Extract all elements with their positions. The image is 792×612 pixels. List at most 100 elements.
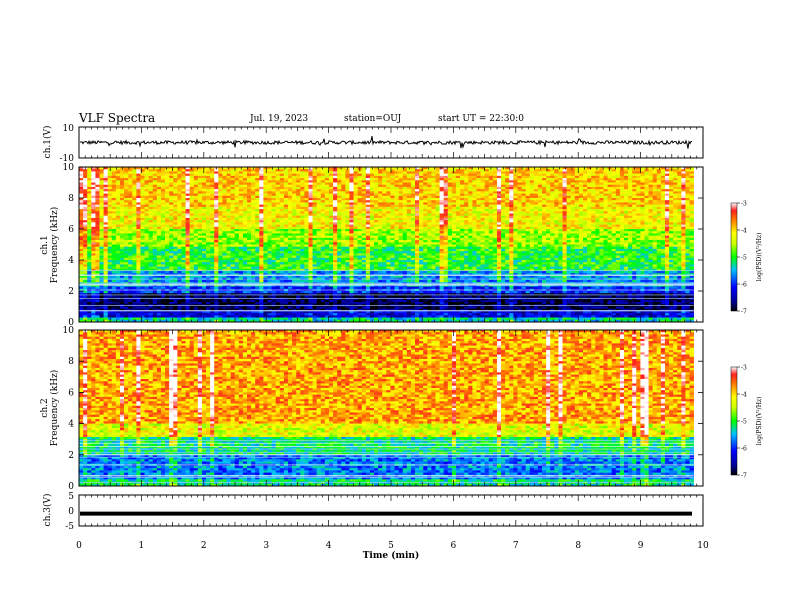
ch1-spectrogram-cell — [107, 184, 113, 188]
ch1-spectrogram-cell — [435, 200, 440, 203]
ch1-spectrogram-cell — [177, 231, 182, 234]
ch1-spectrogram-cell — [574, 211, 580, 214]
ch1-spectrogram-cell — [234, 237, 240, 241]
ch1-spectrogram-cell — [181, 222, 186, 225]
ch1-spectrogram-cell — [230, 200, 236, 203]
ch1-spectrogram-cell — [234, 175, 240, 179]
ch1-spectrogram-cell — [148, 206, 154, 210]
ch1-spectrogram-cell — [386, 220, 391, 223]
ch1-spectrogram-cell — [328, 169, 334, 172]
ch1-spectrogram-cell — [107, 211, 113, 214]
ch1-spectrogram-cell — [652, 184, 658, 188]
ch1-spectrogram-cell — [156, 226, 162, 230]
ch1-spectrogram-cell — [681, 213, 686, 217]
ch1-spectrogram-cell — [636, 233, 641, 236]
ch1-spectrogram-cell — [378, 233, 383, 236]
ch1-spectrogram-cell — [341, 171, 346, 174]
ch1-spectrogram-cell — [599, 171, 604, 174]
ch1-spectrogram-cell — [480, 217, 485, 221]
ch1-spectrogram-cell — [689, 211, 694, 214]
ch1-spectrogram-cell — [652, 175, 658, 179]
ch1-spectrogram-cell — [505, 173, 510, 177]
ch1-spectrogram-cell — [361, 237, 367, 241]
ch1-spectrogram-cell — [160, 209, 166, 212]
ch1-spectrogram-cell — [521, 178, 526, 181]
ch1-spectrogram-cell — [615, 237, 621, 241]
ch1-spectrogram-cell — [574, 169, 580, 172]
ch1-spectrogram-cell — [394, 167, 399, 170]
ch1-spectrogram-cell — [214, 215, 219, 219]
ch1-spectrogram-cell — [320, 237, 326, 241]
ch1-spectrogram-cell — [275, 237, 281, 241]
ch1-spectrogram-cell — [140, 224, 145, 228]
ch1-spectrogram-cell — [201, 240, 207, 243]
ch1-spectrogram-cell — [521, 204, 526, 208]
ch1-spectrogram-cell — [279, 229, 285, 232]
ch1-spectrogram-cell — [607, 202, 612, 205]
ch1-spectrogram-cell — [435, 173, 440, 177]
ch1-spectrogram-cell — [132, 182, 137, 186]
ch1-spectrogram-cell — [357, 180, 363, 183]
ch1-spectrogram-cell — [415, 233, 420, 236]
ch1-spectrogram-cell — [578, 184, 584, 188]
ch1-spectrogram-cell — [316, 180, 322, 183]
ch1-spectrogram-cell — [476, 231, 481, 234]
ch1-spectrogram-cell — [468, 189, 473, 192]
ch1-spectrogram-cell — [525, 220, 531, 223]
ch1-spectrogram-cell — [492, 193, 498, 197]
ch1-spectrogram-cell — [652, 231, 658, 234]
ch1-spectrogram-cell — [566, 237, 572, 241]
ch1-spectrogram-cell — [91, 178, 96, 181]
ch1-spectrogram-cell — [525, 231, 531, 234]
ch1-spectrogram-cell — [509, 191, 514, 194]
ch1-spectrogram-cell — [99, 167, 104, 170]
ch1-spectrogram-cell — [439, 182, 444, 186]
ch1-spectrogram-cell — [492, 175, 498, 179]
ch1-spectrogram-cell — [173, 226, 178, 230]
ch1-spectrogram-cell — [156, 169, 162, 172]
ch1-spectrogram-cell — [99, 202, 104, 205]
ch1-spectrogram-cell — [181, 237, 186, 241]
ch1-spectrogram-cell — [615, 182, 621, 186]
ch1-spectrogram-cell — [468, 167, 473, 170]
ch1-spectrogram-cell — [468, 193, 473, 197]
ch1-spectrogram-cell — [165, 178, 170, 181]
ch1-spectrogram-cell — [451, 209, 457, 212]
ch1-spectrogram-cell — [210, 180, 215, 183]
ch1-spectrogram-cell — [128, 226, 133, 230]
ch1-spectrogram-cell — [669, 226, 674, 230]
ch1-spectrogram-cell — [660, 175, 666, 179]
ch1-spectrogram-cell — [136, 191, 141, 194]
ch1-spectrogram-cell — [640, 231, 645, 234]
ch1-spectrogram-cell — [316, 231, 322, 234]
ch1-spectrogram-cell — [537, 198, 543, 201]
ch1-spectrogram-cell — [365, 191, 371, 194]
ch1-spectrogram-cell — [435, 235, 440, 239]
ch1-spectrogram-cell — [566, 233, 572, 236]
ch1-spectrogram-cell — [394, 233, 399, 236]
ch1-spectrogram-cell — [189, 233, 195, 236]
ch1-spectrogram-cell — [361, 202, 367, 205]
ch1-spectrogram-cell — [677, 189, 682, 192]
ch1-spectrogram-cell — [95, 226, 100, 230]
ch1-spectrogram-cell — [378, 213, 383, 217]
ch1-spectrogram-cell — [230, 180, 236, 183]
ch1-spectrogram-cell — [447, 215, 453, 219]
ch1-spectrogram-cell — [324, 229, 330, 232]
ch1-spectrogram-cell — [574, 184, 580, 188]
ch1-spectrogram-cell — [460, 195, 465, 199]
ch1-spectrogram-cell — [513, 222, 518, 225]
ch1-spectrogram-cell — [623, 169, 629, 172]
ch1-spectrogram-cell — [521, 220, 526, 223]
ch1-spectrogram-cell — [234, 235, 240, 239]
ch1-spectrogram-cell — [525, 180, 531, 183]
ch1-spectrogram-cell — [79, 224, 84, 228]
ch1-spectrogram-cell — [447, 195, 453, 199]
ch1-spectrogram-cell — [369, 237, 375, 241]
ch1-spectrogram-cell — [99, 226, 104, 230]
ch1-spectrogram-cell — [369, 220, 375, 223]
ch1-spectrogram-cell — [177, 229, 182, 232]
ch1-spectrogram-cell — [234, 180, 240, 183]
ch1-spectrogram-cell — [542, 215, 547, 219]
ch1-spectrogram-cell — [222, 186, 227, 190]
